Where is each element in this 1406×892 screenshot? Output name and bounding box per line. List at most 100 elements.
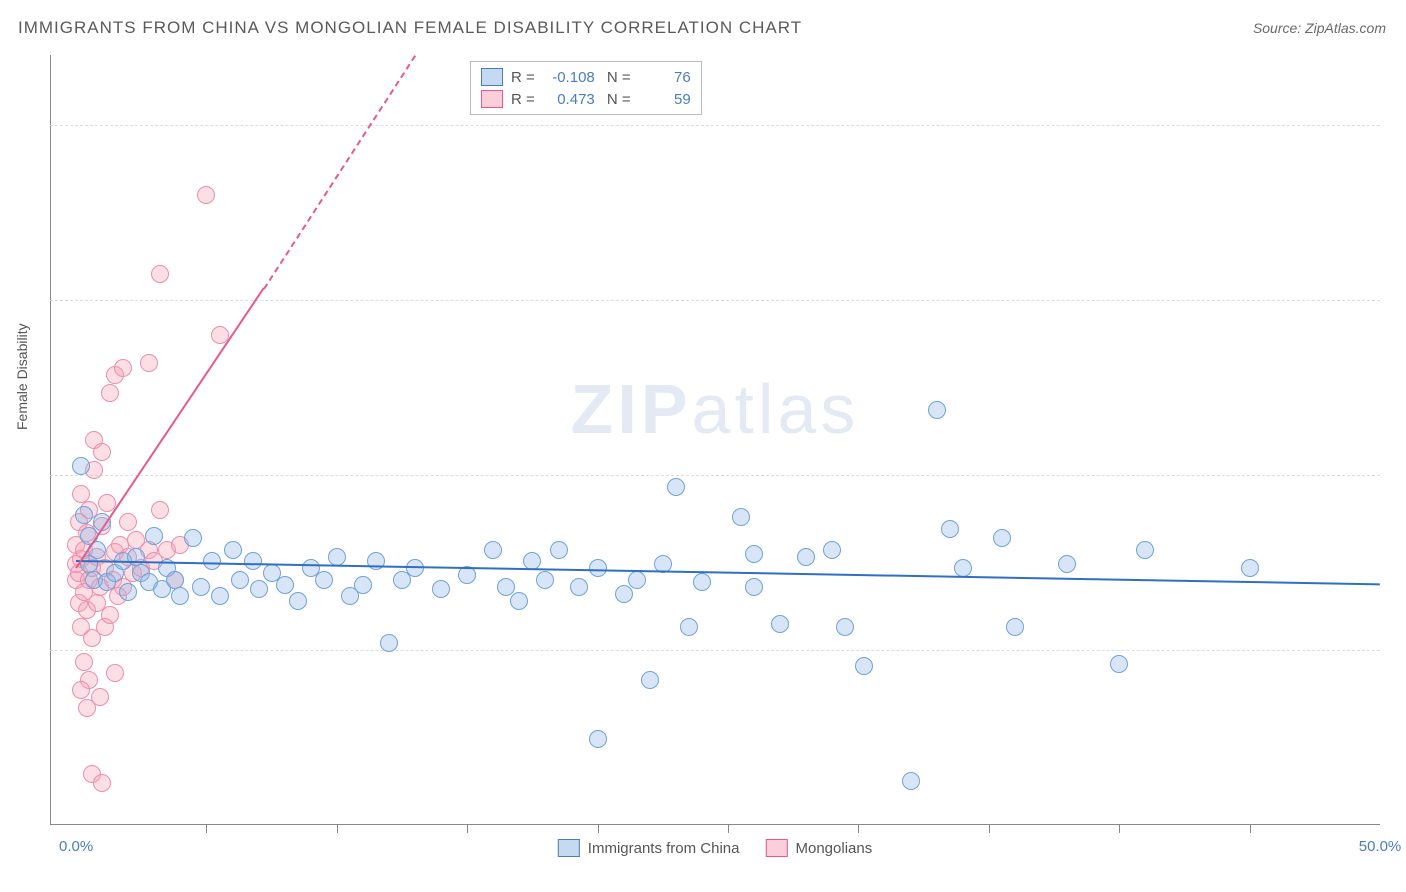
- xtick: [337, 825, 338, 833]
- data-point: [72, 457, 90, 475]
- data-point: [354, 576, 372, 594]
- data-point: [93, 443, 111, 461]
- data-point: [380, 634, 398, 652]
- data-point: [231, 571, 249, 589]
- data-point: [244, 552, 262, 570]
- trend-line: [75, 288, 264, 569]
- r-value-blue: -0.108: [543, 69, 595, 86]
- data-point: [732, 508, 750, 526]
- gridline: [50, 475, 1380, 476]
- bottom-legend: Immigrants from China Mongolians: [558, 839, 872, 857]
- data-point: [151, 501, 169, 519]
- data-point: [745, 578, 763, 596]
- data-point: [667, 478, 685, 496]
- ytick-label: 15.0%: [1388, 467, 1406, 484]
- gridline: [50, 300, 1380, 301]
- xtick: [1119, 825, 1120, 833]
- data-point: [550, 541, 568, 559]
- data-point: [140, 354, 158, 372]
- data-point: [536, 571, 554, 589]
- stats-legend-box: R = -0.108 N = 76 R = 0.473 N = 59: [470, 61, 702, 115]
- data-point: [72, 681, 90, 699]
- swatch-blue-icon: [558, 839, 580, 857]
- data-point: [954, 559, 972, 577]
- n-value-blue: 76: [639, 69, 691, 86]
- data-point: [693, 573, 711, 591]
- data-point: [570, 578, 588, 596]
- ytick-label: 22.5%: [1388, 292, 1406, 309]
- data-point: [510, 592, 528, 610]
- ytick-label: 30.0%: [1388, 117, 1406, 134]
- data-point: [993, 529, 1011, 547]
- data-point: [166, 571, 184, 589]
- data-point: [106, 664, 124, 682]
- data-point: [197, 186, 215, 204]
- data-point: [224, 541, 242, 559]
- data-point: [315, 571, 333, 589]
- data-point: [823, 541, 841, 559]
- data-point: [1006, 618, 1024, 636]
- data-point: [101, 384, 119, 402]
- data-point: [171, 587, 189, 605]
- data-point: [745, 545, 763, 563]
- swatch-blue-icon: [481, 68, 503, 86]
- data-point: [250, 580, 268, 598]
- data-point: [75, 506, 93, 524]
- data-point: [328, 548, 346, 566]
- data-point: [855, 657, 873, 675]
- trend-line: [263, 55, 416, 289]
- data-point: [211, 587, 229, 605]
- watermark: ZIPatlas: [571, 369, 860, 449]
- chart-title: IMMIGRANTS FROM CHINA VS MONGOLIAN FEMAL…: [18, 18, 802, 38]
- xtick: [598, 825, 599, 833]
- legend-item-pink: Mongolians: [766, 839, 873, 857]
- xtick: [1250, 825, 1251, 833]
- xtick-label-min: 0.0%: [59, 838, 93, 855]
- data-point: [1058, 555, 1076, 573]
- n-value-pink: 59: [639, 91, 691, 108]
- data-point: [484, 541, 502, 559]
- xtick: [467, 825, 468, 833]
- y-axis-line: [50, 55, 51, 825]
- data-point: [289, 592, 307, 610]
- data-point: [93, 774, 111, 792]
- data-point: [836, 618, 854, 636]
- data-point: [941, 520, 959, 538]
- data-point: [432, 580, 450, 598]
- data-point: [1110, 655, 1128, 673]
- data-point: [192, 578, 210, 596]
- source-credit: Source: ZipAtlas.com: [1253, 20, 1386, 36]
- r-value-pink: 0.473: [543, 91, 595, 108]
- data-point: [641, 671, 659, 689]
- gridline: [50, 650, 1380, 651]
- data-point: [119, 513, 137, 531]
- data-point: [367, 552, 385, 570]
- gridline: [50, 125, 1380, 126]
- stats-row-blue: R = -0.108 N = 76: [471, 66, 701, 88]
- data-point: [1241, 559, 1259, 577]
- data-point: [145, 527, 163, 545]
- xtick: [206, 825, 207, 833]
- data-point: [78, 699, 96, 717]
- stats-row-pink: R = 0.473 N = 59: [471, 88, 701, 110]
- legend-label-pink: Mongolians: [796, 840, 873, 857]
- xtick-label-max: 50.0%: [1359, 838, 1402, 855]
- data-point: [1136, 541, 1154, 559]
- data-point: [902, 772, 920, 790]
- xtick: [989, 825, 990, 833]
- data-point: [771, 615, 789, 633]
- legend-item-blue: Immigrants from China: [558, 839, 740, 857]
- data-point: [406, 559, 424, 577]
- swatch-pink-icon: [766, 839, 788, 857]
- xtick: [858, 825, 859, 833]
- data-point: [151, 265, 169, 283]
- legend-label-blue: Immigrants from China: [588, 840, 740, 857]
- data-point: [119, 583, 137, 601]
- data-point: [101, 606, 119, 624]
- xtick: [728, 825, 729, 833]
- data-point: [276, 576, 294, 594]
- data-point: [589, 730, 607, 748]
- data-point: [928, 401, 946, 419]
- data-point: [114, 359, 132, 377]
- data-point: [615, 585, 633, 603]
